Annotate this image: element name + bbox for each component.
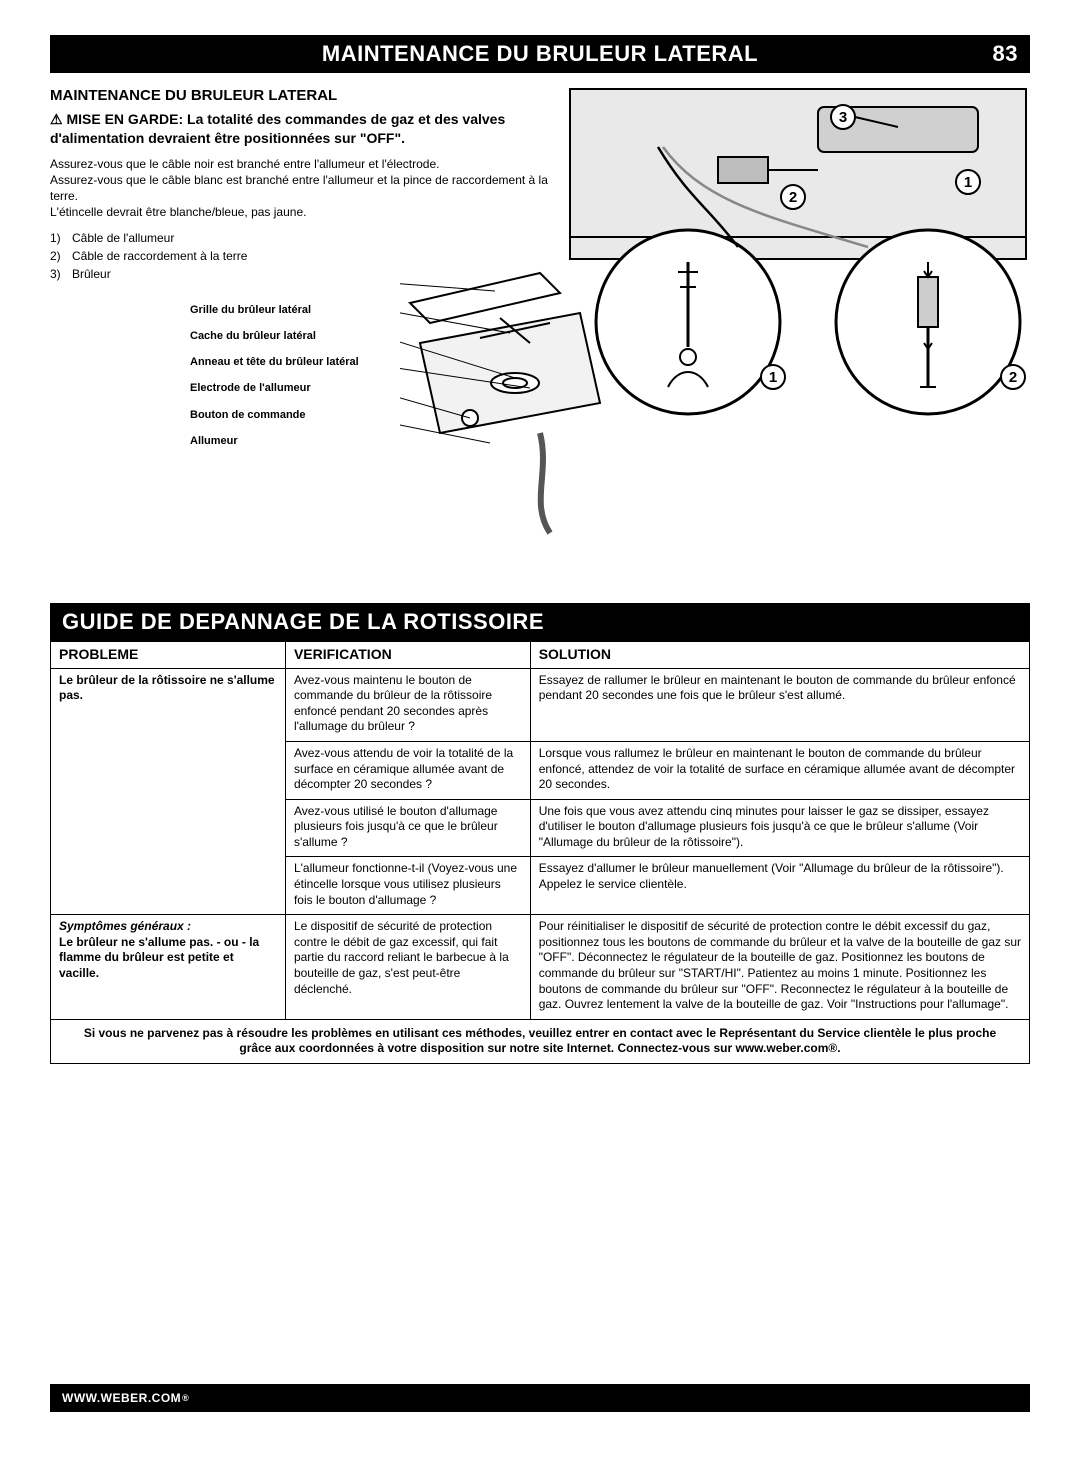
cell-verification: Avez-vous attendu de voir la totalité de…	[285, 741, 530, 799]
exploded-view: Grille du brûleur latéral Cache du brûle…	[50, 303, 550, 543]
callout-num: 2)	[50, 247, 72, 265]
th-verification: VERIFICATION	[285, 641, 530, 668]
diagram-callout: 3	[839, 109, 847, 126]
troubleshooting-table: PROBLEME VERIFICATION SOLUTION Le brûleu…	[50, 641, 1030, 1064]
cell-verification: Avez-vous utilisé le bouton d'allumage p…	[285, 799, 530, 857]
callout-num: 3)	[50, 265, 72, 283]
cell-solution: Lorsque vous rallumez le brûleur en main…	[530, 741, 1029, 799]
diagram-callout: 1	[964, 174, 972, 191]
footnote: Si vous ne parvenez pas à résoudre les p…	[51, 1019, 1030, 1063]
callout-num: 1)	[50, 229, 72, 247]
exploded-diagram-icon	[400, 243, 640, 543]
section-header-troubleshooting: GUIDE DE DEPANNAGE DE LA ROTISSOIRE	[50, 603, 1030, 641]
table-footnote-row: Si vous ne parvenez pas à résoudre les p…	[51, 1019, 1030, 1063]
footer-bar: WWW.WEBER.COM ®	[50, 1384, 1030, 1412]
exploded-label: Grille du brûleur latéral	[190, 303, 359, 317]
footer-url: WWW.WEBER.COM	[62, 1391, 181, 1405]
section-header-maintenance: MAINTENANCE DU BRULEUR LATERAL 83	[50, 35, 1030, 73]
table-header-row: PROBLEME VERIFICATION SOLUTION	[51, 641, 1030, 668]
cell-problem: Symptômes généraux : Le brûleur ne s'all…	[51, 915, 286, 1020]
cell-verification: L'allumeur fonctionne-t-il (Voyez-vous u…	[285, 857, 530, 915]
table-row: Symptômes généraux : Le brûleur ne s'all…	[51, 915, 1030, 1020]
maintenance-subheading: MAINTENANCE DU BRULEUR LATERAL	[50, 87, 550, 104]
body-text: Assurez-vous que le câble noir est branc…	[50, 156, 550, 221]
table-row: Le brûleur de la rôtissoire ne s'allume …	[51, 668, 1030, 741]
diagram-callout: 2	[789, 189, 797, 206]
exploded-labels: Grille du brûleur latéral Cache du brûle…	[190, 303, 359, 461]
problem-title: Symptômes généraux :	[59, 919, 191, 933]
body-line: Assurez-vous que le câble noir est branc…	[50, 156, 550, 172]
cell-verification: Le dispositif de sécurité de protection …	[285, 915, 530, 1020]
warning-icon: ⚠	[50, 111, 63, 127]
ts-title: GUIDE DE DEPANNAGE DE LA ROTISSOIRE	[62, 609, 544, 635]
upper-content: MAINTENANCE DU BRULEUR LATERAL ⚠ MISE EN…	[50, 87, 1030, 543]
exploded-label: Cache du brûleur latéral	[190, 329, 359, 343]
exploded-label: Bouton de commande	[190, 408, 359, 422]
problem-body: Le brûleur ne s'allume pas. - ou - la fl…	[59, 935, 259, 980]
diagram-callout: 1	[769, 369, 777, 386]
cell-problem: Le brûleur de la rôtissoire ne s'allume …	[51, 668, 286, 915]
cell-solution: Une fois que vous avez attendu cinq minu…	[530, 799, 1029, 857]
registered-mark: ®	[182, 1393, 189, 1403]
cell-solution: Pour réinitialiser le dispositif de sécu…	[530, 915, 1029, 1020]
page-number: 83	[993, 41, 1018, 67]
cell-solution: Essayez d'allumer le brûleur manuellemen…	[530, 857, 1029, 915]
exploded-label: Anneau et tête du brûleur latéral	[190, 355, 359, 369]
upper-left-column: MAINTENANCE DU BRULEUR LATERAL ⚠ MISE EN…	[50, 87, 550, 543]
exploded-label: Electrode de l'allumeur	[190, 381, 359, 395]
body-line: Assurez-vous que le câble blanc est bran…	[50, 172, 550, 204]
body-line: L'étincelle devrait être blanche/bleue, …	[50, 204, 550, 220]
th-problem: PROBLEME	[51, 641, 286, 668]
exploded-label: Allumeur	[190, 434, 359, 448]
callout-label: Câble de l'allumeur	[72, 229, 174, 247]
page: MAINTENANCE DU BRULEUR LATERAL 83 MAINTE…	[0, 0, 1080, 1472]
diagram-callout: 2	[1009, 369, 1017, 386]
warning-block: ⚠ MISE EN GARDE: La totalité des command…	[50, 110, 550, 148]
cell-verification: Avez-vous maintenu le bouton de commande…	[285, 668, 530, 741]
section-header-title: MAINTENANCE DU BRULEUR LATERAL	[322, 41, 758, 67]
callout-label: Brûleur	[72, 265, 111, 283]
callout-label: Câble de raccordement à la terre	[72, 247, 247, 265]
th-solution: SOLUTION	[530, 641, 1029, 668]
warning-text: MISE EN GARDE: La totalité des commandes…	[50, 111, 505, 146]
cell-solution: Essayez de rallumer le brûleur en mainte…	[530, 668, 1029, 741]
